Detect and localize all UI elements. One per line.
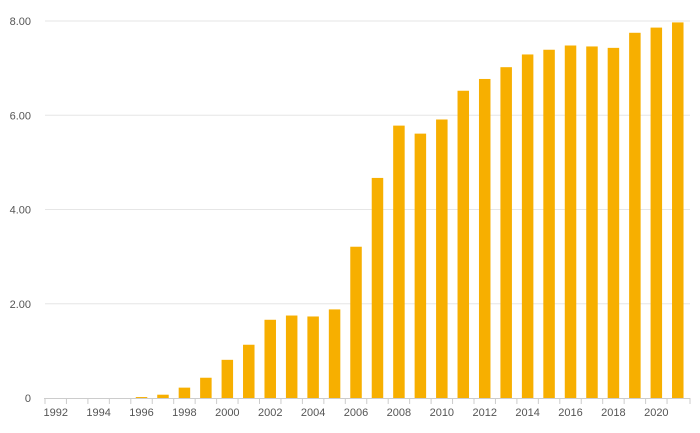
y-tick-label: 8.00 (10, 16, 31, 28)
bar-2010 (436, 119, 448, 399)
bar-2015 (543, 49, 555, 399)
bar-2001 (243, 344, 255, 398)
x-tick-label: 2004 (301, 407, 325, 419)
bar-2006 (350, 246, 362, 398)
x-tick-label: 2008 (387, 407, 411, 419)
x-axis-labels: 1992 1994 1996 1998 2000 2002 2004 2006 2008 2010… (43, 407, 668, 419)
bar-2013 (500, 67, 512, 399)
bar-2012 (478, 78, 491, 399)
bar-2008 (393, 125, 405, 399)
x-tick-label: 2020 (644, 407, 668, 419)
bar-2009 (414, 133, 427, 398)
x-tick-label: 1998 (172, 407, 196, 419)
bar-2020 (650, 27, 663, 398)
bar-2007 (371, 177, 384, 398)
bar-2014 (521, 54, 534, 399)
bar-2019 (629, 32, 641, 398)
x-tick-label: 2018 (601, 407, 625, 419)
bar-1998 (178, 387, 191, 398)
x-tick-label: 2010 (430, 407, 454, 419)
bar-2018 (607, 47, 620, 398)
bar-2002 (264, 319, 276, 398)
x-tick-label: 2016 (558, 407, 582, 419)
y-tick-label: 2.00 (10, 299, 31, 311)
bar-2005 (328, 309, 341, 398)
bar-2017 (586, 46, 598, 398)
y-axis-labels: 0 2.00 4.00 6.00 8.00 (10, 16, 31, 405)
x-tick-label: 1992 (43, 407, 67, 419)
x-tick-label: 2014 (515, 407, 539, 419)
bar-2016 (564, 45, 577, 398)
gridlines (45, 20, 690, 305)
bar-1997 (157, 394, 169, 398)
x-tick-label: 2006 (344, 407, 368, 419)
bar-2021 (672, 22, 684, 398)
x-tick-label: 2000 (215, 407, 239, 419)
x-tick-label: 2002 (258, 407, 282, 419)
bar-2000 (221, 359, 234, 398)
bar-2003 (285, 315, 298, 398)
x-tick-label: 1994 (86, 407, 110, 419)
y-tick-label: 4.00 (10, 205, 31, 217)
bars (135, 22, 684, 399)
x-tick-label: 1996 (129, 407, 153, 419)
bar-2004 (307, 316, 319, 398)
y-tick-label: 0 (25, 393, 31, 405)
bar-1999 (200, 377, 212, 398)
bar-2011 (457, 90, 470, 399)
bar-1996 (135, 397, 148, 398)
y-tick-label: 6.00 (10, 110, 31, 122)
x-axis (44, 398, 691, 404)
x-tick-label: 2012 (472, 407, 496, 419)
